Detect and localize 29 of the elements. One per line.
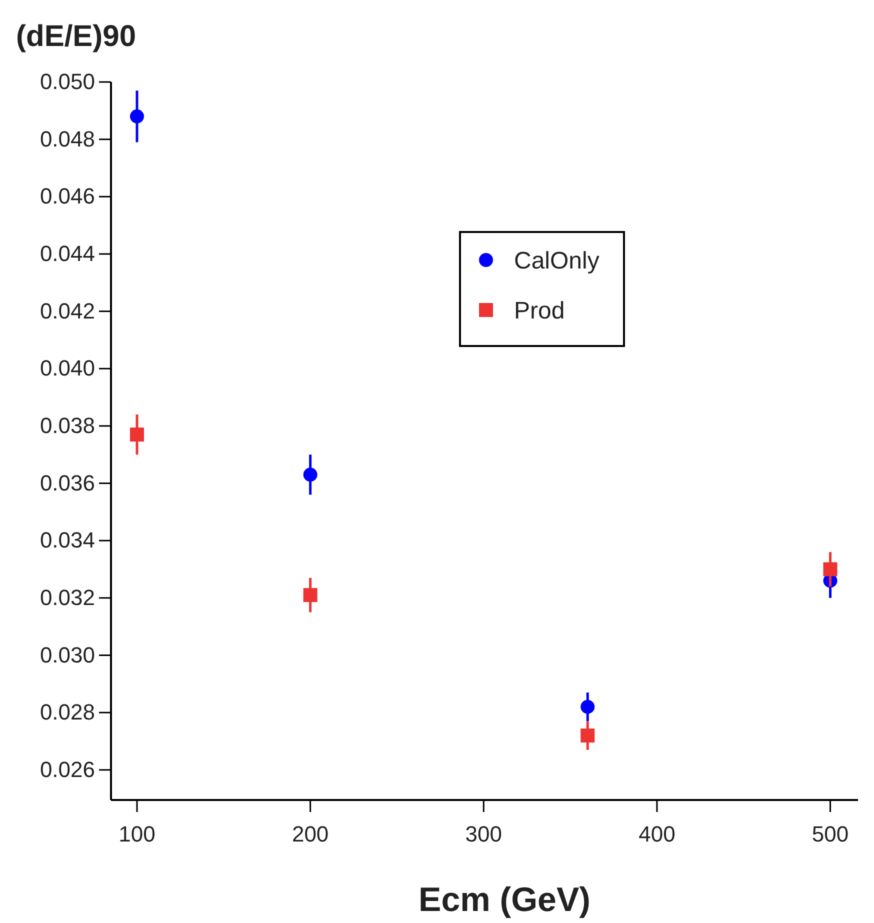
- x-tick-label: 400: [638, 822, 676, 847]
- x-tick-label: 500: [812, 822, 849, 847]
- point: [130, 109, 144, 124]
- y-tick-label: 0.044: [40, 241, 95, 266]
- y-tick-label: 0.034: [40, 528, 95, 553]
- y-tick-label: 0.028: [40, 700, 95, 725]
- x-axis-title: Ecm (GeV): [418, 881, 590, 919]
- point: [303, 588, 318, 602]
- y-tick-label: 0.042: [40, 298, 95, 324]
- y-tick-label: 0.038: [40, 412, 95, 438]
- point: [303, 468, 318, 482]
- y-tick-label: 0.032: [40, 584, 95, 610]
- y-tick-label: 0.046: [40, 184, 95, 209]
- y-tick-label: 0.036: [40, 470, 95, 496]
- y-tick-label: 0.048: [40, 126, 95, 152]
- x-tick-label: 200: [292, 822, 329, 847]
- y-tick-label: 0.050: [40, 69, 95, 94]
- point: [130, 428, 144, 442]
- legend-label: CalOnly: [514, 247, 600, 274]
- x-tick-label: 300: [465, 822, 502, 847]
- y-tick-label: 0.026: [40, 756, 95, 782]
- point: [580, 728, 595, 743]
- y-tick-label: 0.040: [40, 356, 95, 381]
- y-tick-label: 0.030: [40, 642, 95, 668]
- point: [580, 700, 595, 714]
- x-tick-label: 100: [118, 822, 156, 847]
- point: [823, 562, 838, 576]
- legend-label: Prod: [514, 297, 565, 324]
- y-axis-title: (dE/E)90: [16, 20, 136, 53]
